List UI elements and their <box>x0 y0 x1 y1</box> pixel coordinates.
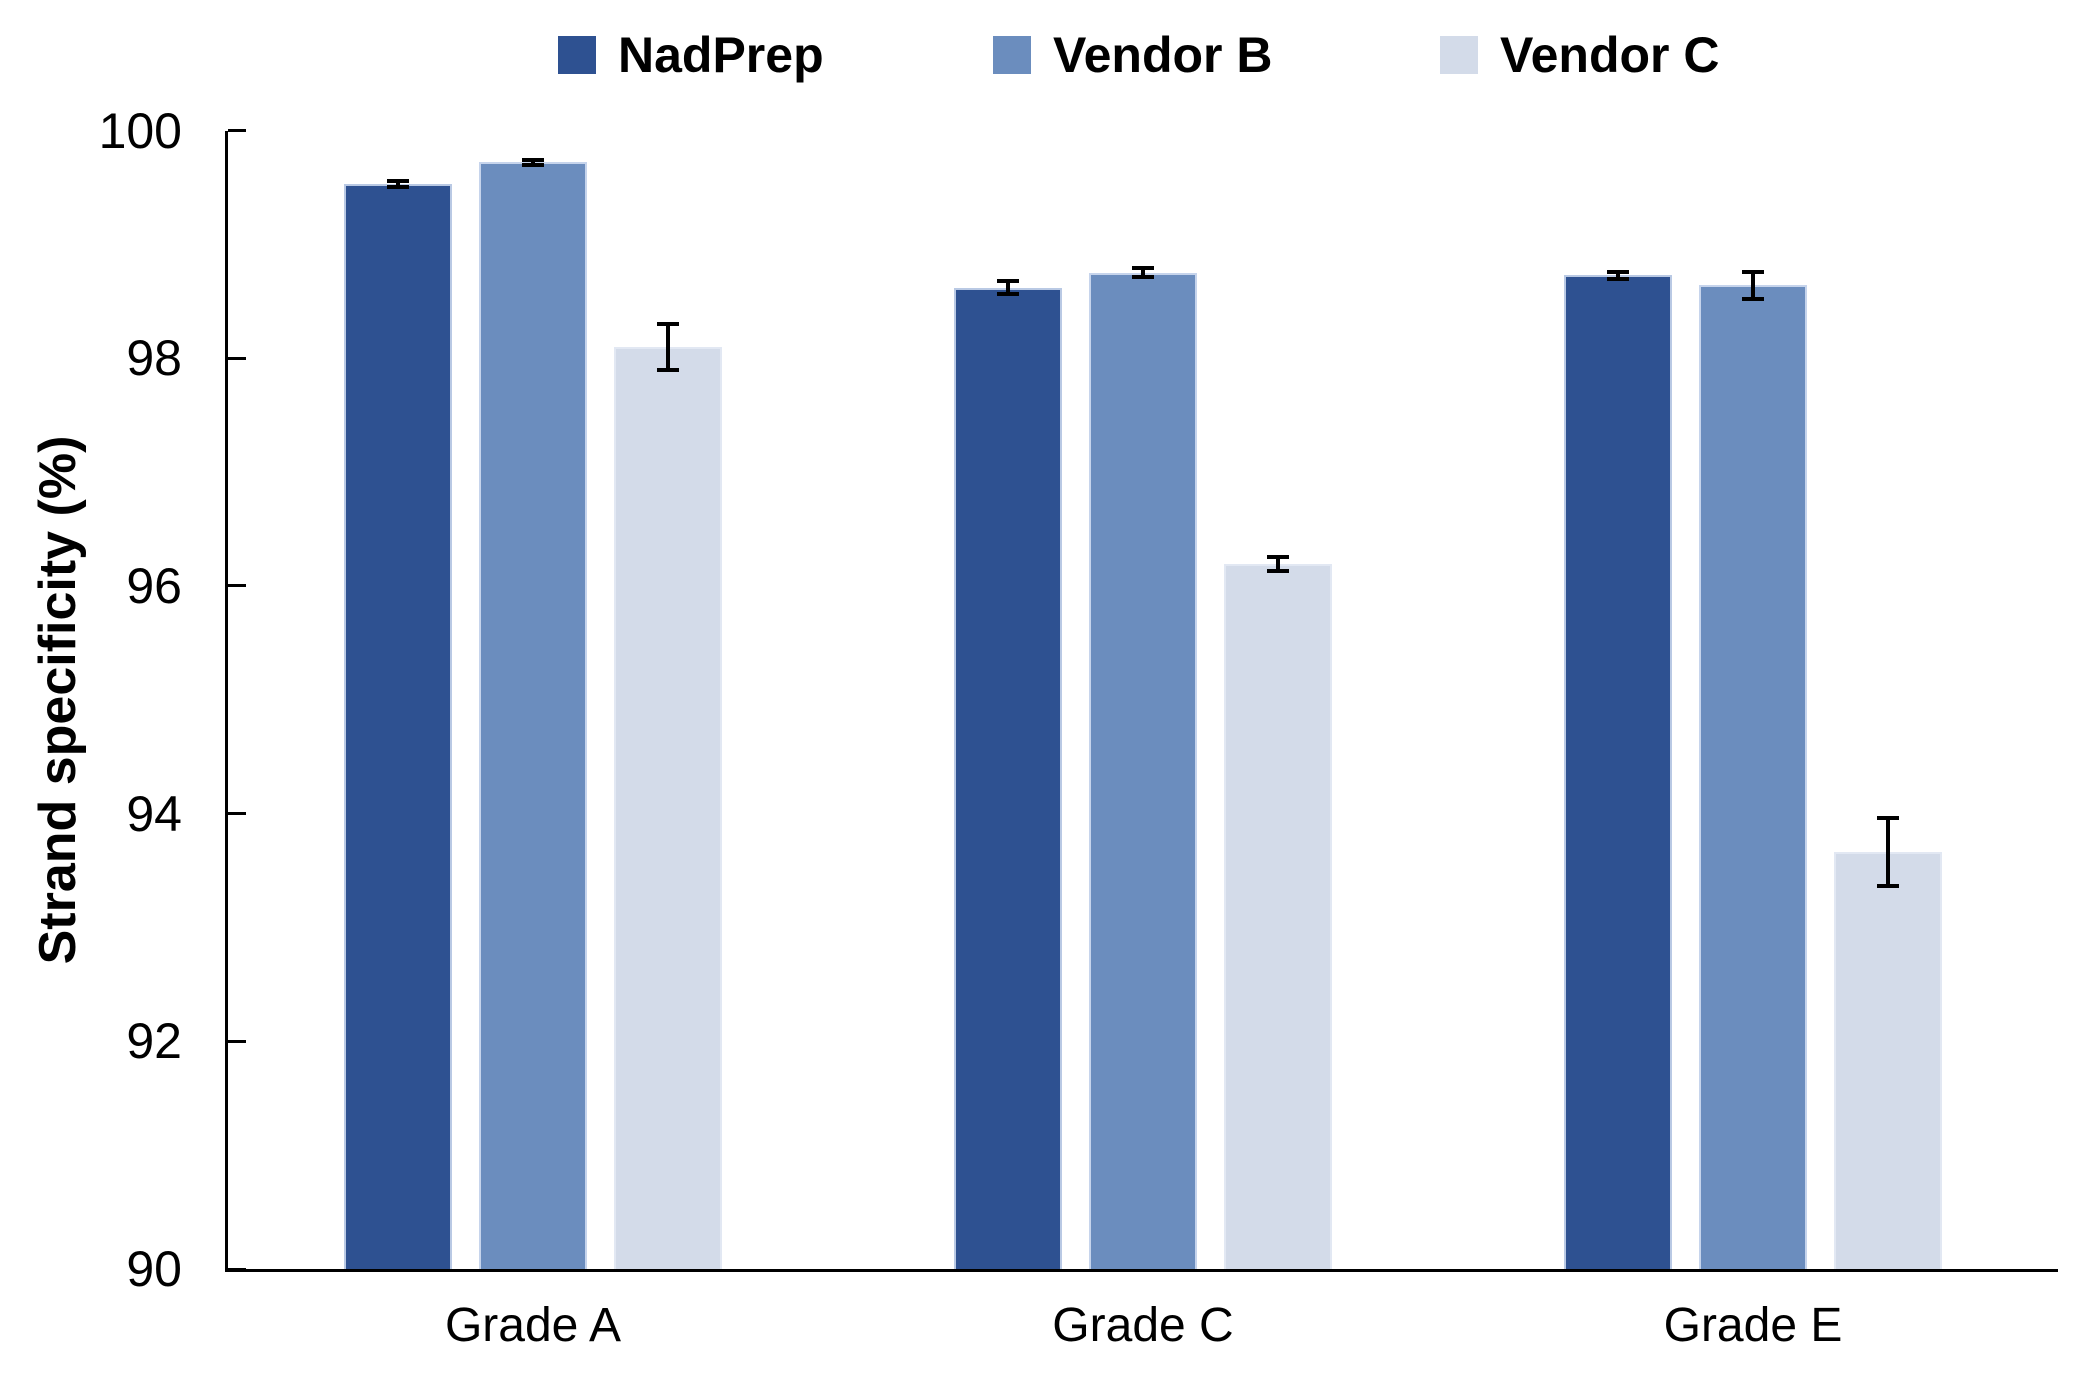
error-bar-line <box>1616 271 1620 279</box>
error-bar-line <box>1276 557 1280 572</box>
legend-label-nadprep: NadPrep <box>618 27 824 83</box>
legend-item-vendor-b: Vendor B <box>993 30 1272 80</box>
x-category-label: Grade A <box>444 1299 622 1352</box>
error-bar-line <box>1006 280 1010 295</box>
y-tick-label: 98 <box>126 330 182 387</box>
y-tick-label: 90 <box>126 1241 182 1297</box>
bar <box>954 287 1062 1269</box>
error-bar-cap-top <box>387 178 409 183</box>
y-tick-mark <box>228 356 246 360</box>
bar <box>1699 285 1807 1269</box>
error-bar-cap-top <box>1742 269 1764 274</box>
legend-label-vendor-c: Vendor C <box>1500 27 1720 83</box>
y-tick-mark <box>228 812 246 816</box>
error-bar-cap-top <box>1607 269 1629 274</box>
bar <box>1224 564 1332 1269</box>
error-bar-line <box>396 180 400 188</box>
error-bar-cap-top <box>997 278 1019 283</box>
bar <box>479 162 587 1269</box>
y-tick-label: 96 <box>126 557 182 614</box>
error-bar-cap-top <box>522 158 544 163</box>
error-bar-cap-bottom <box>387 185 409 190</box>
y-tick-label: 92 <box>126 1013 182 1070</box>
error-bar-cap-bottom <box>1742 296 1764 301</box>
y-tick-mark <box>228 584 246 588</box>
bar <box>1564 275 1672 1269</box>
y-tick-mark <box>228 129 246 132</box>
error-bar-line <box>666 324 670 370</box>
bar <box>344 184 452 1269</box>
error-bar-cap-bottom <box>1267 569 1289 574</box>
error-bar-cap-top <box>657 322 679 327</box>
legend-label-vendor-b: Vendor B <box>1053 27 1273 83</box>
bar <box>1089 272 1197 1269</box>
error-bar-cap-bottom <box>997 292 1019 297</box>
legend-swatch-vendor-c <box>1440 36 1478 74</box>
legend-swatch-vendor-b <box>993 36 1031 74</box>
bar <box>1834 852 1942 1269</box>
legend-swatch-nadprep <box>558 36 596 74</box>
y-tick-mark <box>228 1267 246 1271</box>
x-category-label: Grade C <box>1052 1299 1234 1352</box>
legend-item-nadprep: NadPrep <box>558 30 824 80</box>
error-bar-cap-top <box>1267 555 1289 560</box>
y-tick-mark <box>228 1039 246 1043</box>
error-bar-cap-bottom <box>1607 276 1629 281</box>
y-tick-label: 94 <box>126 785 182 842</box>
error-bar-line <box>1141 268 1145 278</box>
error-bar-cap-bottom <box>522 162 544 167</box>
error-bar-cap-bottom <box>1877 884 1899 889</box>
error-bar-line <box>531 160 535 165</box>
y-axis-line <box>225 130 228 1272</box>
x-category-label: Grade E <box>1663 1299 1843 1352</box>
error-bar-line <box>1751 271 1755 299</box>
bar <box>614 346 722 1269</box>
error-bar-cap-top <box>1132 266 1154 271</box>
y-tick-label: 100 <box>98 102 182 159</box>
legend-item-vendor-c: Vendor C <box>1440 30 1719 80</box>
x-axis-line <box>225 1269 2058 1272</box>
error-bar-cap-bottom <box>1132 275 1154 280</box>
error-bar-cap-bottom <box>657 367 679 372</box>
error-bar-cap-top <box>1877 816 1899 821</box>
error-bar-line <box>1886 818 1890 887</box>
